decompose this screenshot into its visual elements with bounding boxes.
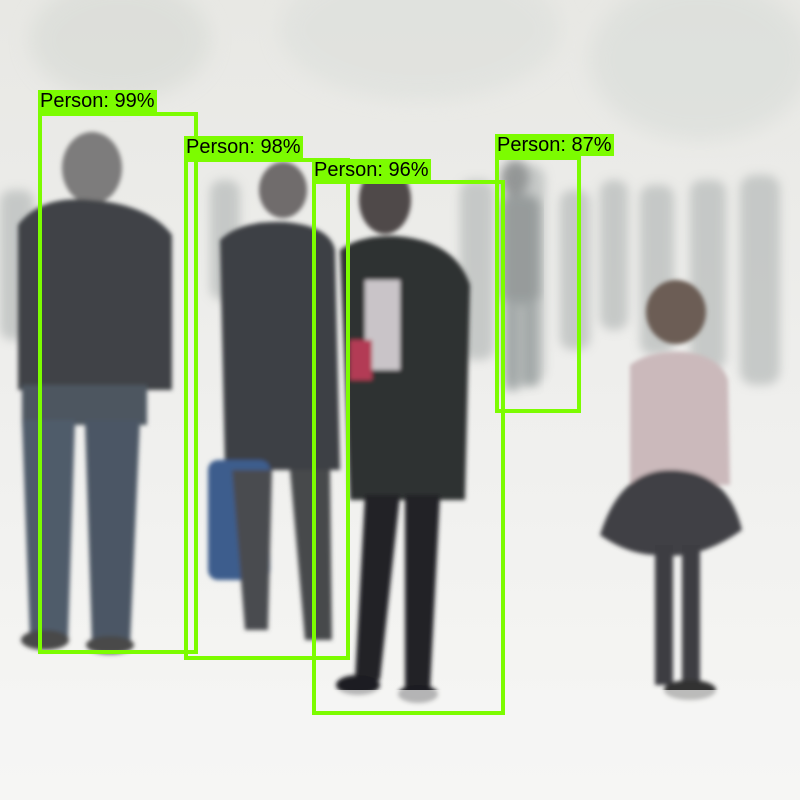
detection-label: Person: 98% — [184, 136, 303, 158]
detection-box — [184, 158, 350, 660]
ground — [0, 690, 800, 800]
detection-label: Person: 99% — [38, 90, 157, 112]
background-trees — [30, 0, 800, 140]
detection-box — [312, 180, 505, 715]
person-background-right — [500, 160, 540, 390]
detection-label: Person: 96% — [312, 159, 431, 181]
person-man-left — [18, 132, 172, 654]
detection-label: Person: 87% — [495, 134, 614, 156]
detection-box — [495, 156, 581, 413]
detection-box — [38, 112, 198, 654]
person-woman-with-bag — [208, 162, 340, 640]
